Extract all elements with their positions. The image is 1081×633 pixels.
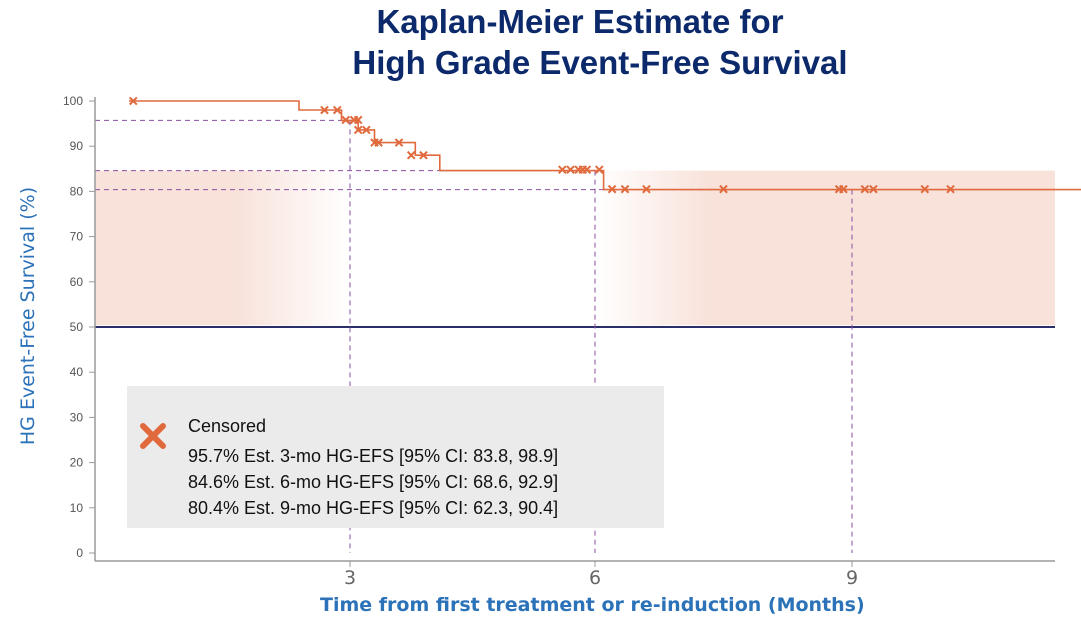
- censored-point-6: [353, 125, 363, 135]
- censored-point-14: [566, 165, 575, 175]
- y-tick-label-100: 100: [63, 94, 83, 108]
- y-tick-label-50: 50: [70, 320, 84, 334]
- censored-point-24: [839, 184, 848, 194]
- y-tick-label-80: 80: [70, 184, 84, 198]
- y-tick-label-40: 40: [70, 365, 84, 379]
- y-tick-label-0: 0: [76, 546, 83, 560]
- legend-box: Censored 95.7% Est. 3-mo HG-EFS [95% CI:…: [127, 386, 664, 528]
- censored-point-27: [920, 184, 930, 194]
- y-tick-label-70: 70: [70, 230, 84, 244]
- censored-point-25: [860, 184, 870, 194]
- censored-point-19: [607, 184, 617, 194]
- y-tick-label-30: 30: [70, 410, 84, 424]
- censored-point-5: [353, 115, 363, 125]
- censored-point-11: [406, 150, 416, 160]
- censored-point-1: [320, 105, 329, 115]
- censored-point-0: [128, 96, 138, 106]
- censored-point-21: [642, 184, 651, 194]
- ci-band-left: [95, 170, 350, 326]
- legend-est-6mo: 84.6% Est. 6-mo HG-EFS [95% CI: 68.6, 92…: [188, 472, 559, 492]
- censored-point-22: [719, 184, 728, 194]
- y-tick-label-90: 90: [70, 139, 84, 153]
- censored-point-7: [362, 125, 371, 135]
- censored-point-13: [558, 165, 567, 175]
- legend-censored: Censored: [188, 416, 267, 436]
- censored-point-3: [341, 115, 351, 125]
- censored-point-10: [394, 138, 404, 147]
- chart-title-line2: High Grade Event-Free Survival: [352, 44, 848, 81]
- censored-point-28: [946, 184, 955, 194]
- censored-point-12: [419, 150, 428, 160]
- y-tick-label-60: 60: [70, 275, 84, 289]
- survival-step-curve: [129, 100, 1081, 191]
- legend-est-9mo: 80.4% Est. 9-mo HG-EFS [95% CI: 62.3, 90…: [188, 498, 559, 518]
- censored-point-9: [374, 138, 383, 147]
- y-tick-label-10: 10: [70, 501, 84, 515]
- ci-band-right: [595, 170, 1055, 326]
- censored-point-18: [594, 165, 604, 175]
- censored-point-17: [582, 165, 592, 175]
- censored-point-20: [620, 184, 630, 194]
- y-tick-label-20: 20: [70, 456, 84, 470]
- censored-marker-icon: [140, 423, 166, 449]
- x-tick-label-3: 3: [344, 567, 356, 589]
- x-tick-label-6: 6: [589, 567, 601, 589]
- censored-point-2: [332, 105, 342, 115]
- x-axis-label: Time from first treatment or re-inductio…: [320, 594, 865, 616]
- y-axis-label: HG Event-Free Survival (%): [17, 186, 39, 446]
- chart-title-line1: Kaplan-Meier Estimate for: [376, 3, 784, 40]
- x-tick-label-9: 9: [846, 567, 858, 589]
- censored-point-26: [869, 184, 878, 194]
- legend-est-3mo: 95.7% Est. 3-mo HG-EFS [95% CI: 83.8, 98…: [188, 446, 559, 466]
